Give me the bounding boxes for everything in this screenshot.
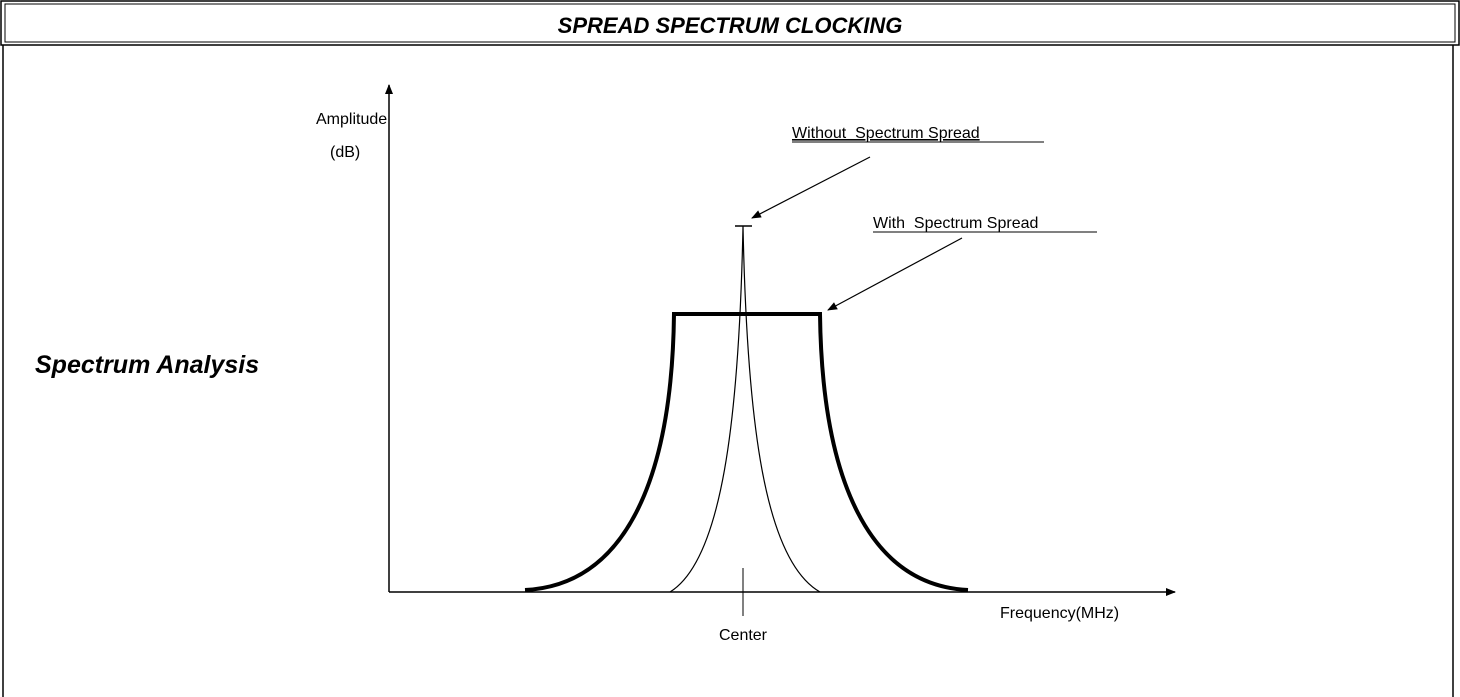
- y-label: (dB): [330, 144, 360, 161]
- arrow: [751, 156, 871, 219]
- title: SPREAD SPECTRUM CLOCKING: [558, 13, 903, 38]
- without-label: Without Spectrum Spread: [792, 125, 980, 142]
- side-label: Spectrum Analysis: [35, 351, 259, 379]
- title-frame-outer: [0, 0, 1460, 46]
- arrow: [827, 237, 963, 311]
- x-label: Frequency(MHz): [1000, 605, 1119, 622]
- unspread-curve: [669, 225, 821, 593]
- center-label: Center: [719, 627, 768, 644]
- title-frame-inner: [4, 3, 1456, 43]
- y-label: Amplitude: [316, 111, 387, 128]
- with-label: With Spectrum Spread: [873, 215, 1038, 232]
- spread-curve: [524, 312, 969, 592]
